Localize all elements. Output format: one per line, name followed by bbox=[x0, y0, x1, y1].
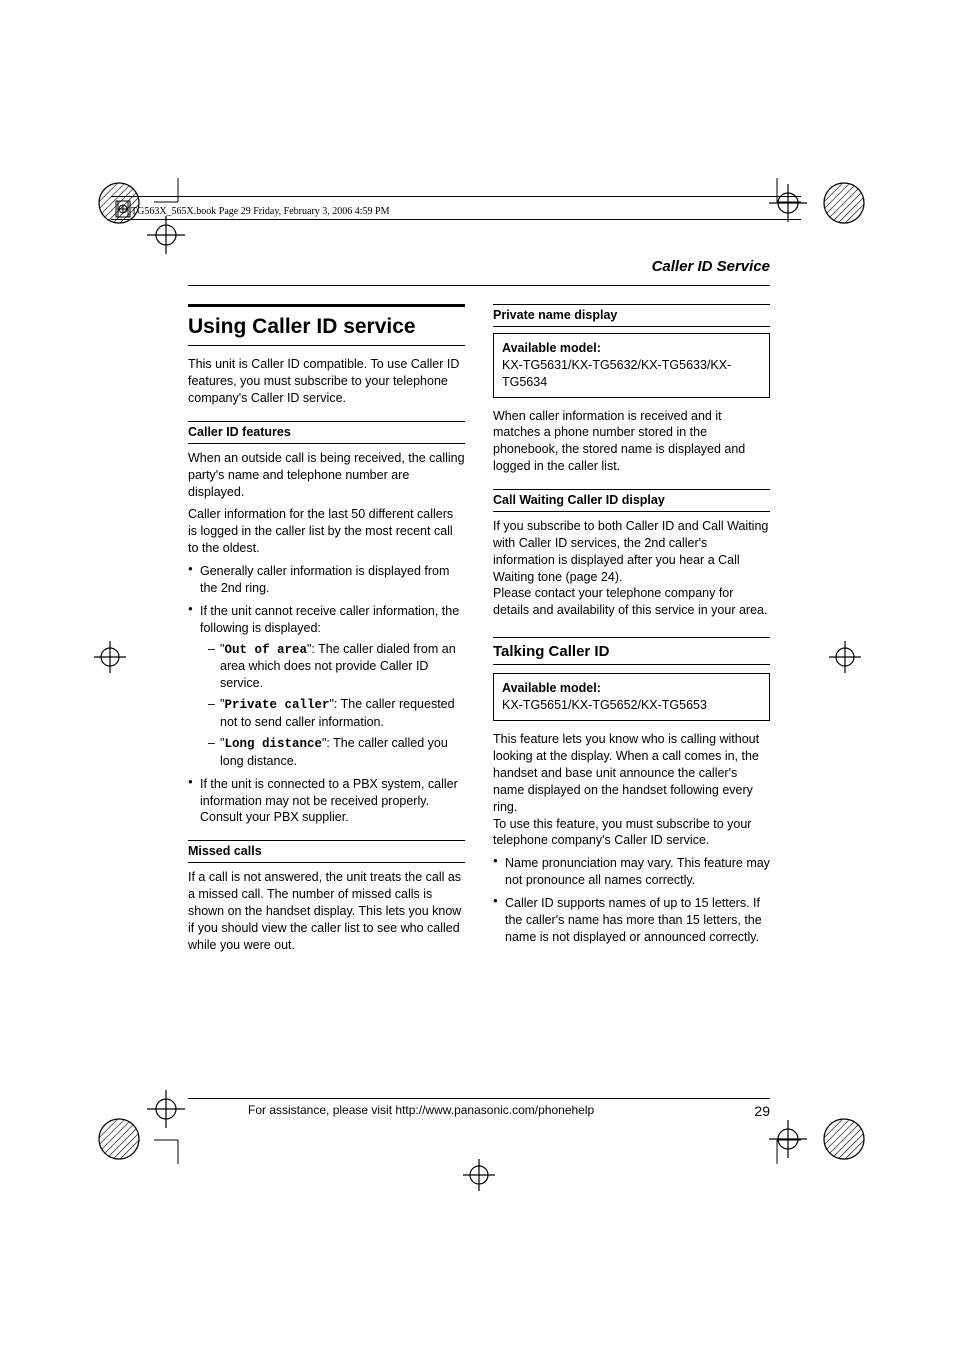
code-long-distance: Long distance bbox=[224, 737, 322, 751]
talking-p1: This feature lets you know who is callin… bbox=[493, 731, 770, 815]
bullet-pbx: If the unit is connected to a PBX system… bbox=[188, 776, 465, 827]
available-model-label: Available model: bbox=[502, 341, 601, 355]
talking-heading: Talking Caller ID bbox=[493, 642, 770, 662]
dash-private-caller: "Private caller": The caller requested n… bbox=[208, 696, 465, 731]
header-underline bbox=[188, 285, 770, 286]
features-heading: Caller ID features bbox=[188, 424, 465, 441]
main-title: Using Caller ID service bbox=[188, 304, 465, 346]
crop-tr bbox=[775, 178, 815, 218]
left-column: Using Caller ID service This unit is Cal… bbox=[188, 304, 465, 960]
missed-paragraph: If a call is not answered, the unit trea… bbox=[188, 869, 465, 953]
reg-mark-bl bbox=[94, 1114, 144, 1164]
crosshair-bottom bbox=[462, 1158, 496, 1192]
reg-mark-tr bbox=[819, 178, 869, 228]
available-model-label-2: Available model: bbox=[502, 681, 601, 695]
right-column: Private name display Available model: KX… bbox=[493, 304, 770, 960]
bullet-2nd-ring: Generally caller information is displaye… bbox=[188, 563, 465, 597]
code-out-of-area: Out of area bbox=[224, 643, 307, 657]
crosshair-tl bbox=[145, 214, 187, 256]
header-runner: TG563X_565X.book Page 29 Friday, Februar… bbox=[131, 206, 390, 217]
private-model-box: Available model: KX-TG5631/KX-TG5632/KX-… bbox=[493, 333, 770, 398]
private-models: KX-TG5631/KX-TG5632/KX-TG5633/KX-TG5634 bbox=[502, 358, 731, 389]
talking-models: KX-TG5651/KX-TG5652/KX-TG5653 bbox=[502, 698, 707, 712]
features-p1: When an outside call is being received, … bbox=[188, 450, 465, 501]
book-icon bbox=[115, 200, 131, 218]
tbullet-15-letters: Caller ID supports names of up to 15 let… bbox=[493, 895, 770, 946]
header-rule-bottom bbox=[111, 219, 801, 220]
footer-text: For assistance, please visit http://www.… bbox=[248, 1103, 594, 1119]
callwaiting-heading: Call Waiting Caller ID display bbox=[493, 492, 770, 509]
crosshair-left bbox=[93, 640, 127, 674]
footer: For assistance, please visit http://www.… bbox=[188, 1098, 770, 1119]
dash-out-of-area: "Out of area": The caller dialed from an… bbox=[208, 641, 465, 693]
reg-mark-br bbox=[819, 1114, 869, 1164]
missed-heading: Missed calls bbox=[188, 843, 465, 860]
page-content: Caller ID Service Using Caller ID servic… bbox=[188, 258, 770, 960]
callwaiting-p1: If you subscribe to both Caller ID and C… bbox=[493, 518, 770, 586]
callwaiting-p2: Please contact your telephone company fo… bbox=[493, 585, 770, 619]
bullet-cannot-receive-text: If the unit cannot receive caller inform… bbox=[200, 604, 459, 635]
private-name-heading: Private name display bbox=[493, 307, 770, 324]
crop-br bbox=[775, 1124, 815, 1164]
features-p2: Caller information for the last 50 diffe… bbox=[188, 506, 465, 557]
crosshair-right bbox=[828, 640, 862, 674]
talking-p2: To use this feature, you must subscribe … bbox=[493, 816, 770, 850]
code-private-caller: Private caller bbox=[224, 698, 329, 712]
crop-bl bbox=[140, 1124, 180, 1164]
bullet-cannot-receive: If the unit cannot receive caller inform… bbox=[188, 603, 465, 770]
private-paragraph: When caller information is received and … bbox=[493, 408, 770, 476]
page-number: 29 bbox=[754, 1103, 770, 1119]
talking-model-box: Available model: KX-TG5651/KX-TG5652/KX-… bbox=[493, 673, 770, 721]
header-rule-top bbox=[111, 196, 801, 197]
intro-paragraph: This unit is Caller ID compatible. To us… bbox=[188, 356, 465, 407]
tbullet-pronunciation: Name pronunciation may vary. This featur… bbox=[493, 855, 770, 889]
section-header: Caller ID Service bbox=[188, 258, 770, 275]
dash-long-distance: "Long distance": The caller called you l… bbox=[208, 735, 465, 770]
